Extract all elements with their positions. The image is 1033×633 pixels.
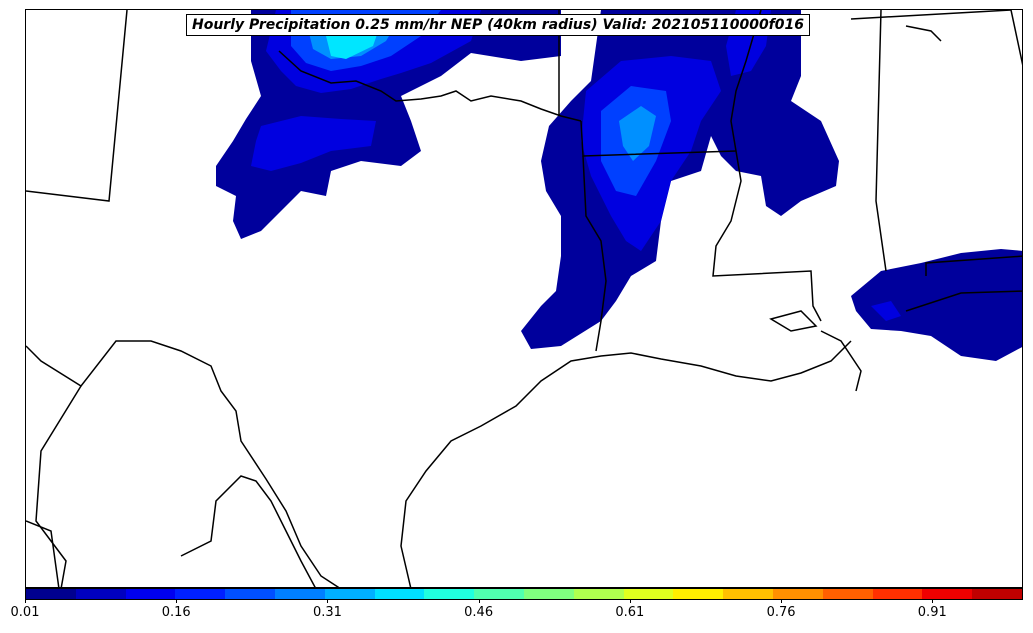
colorbar-tick-label: 0.46 [464, 605, 494, 620]
precip-level-1 [851, 249, 1022, 361]
colorbar-tick [932, 599, 934, 603]
precip-level-4 [619, 106, 656, 161]
borders [26, 10, 1022, 587]
map-title: Hourly Precipitation 0.25 mm/hr NEP (40k… [186, 14, 811, 36]
colorbar-tick [478, 599, 480, 603]
colorbar-segment [922, 589, 973, 599]
colorbar-segment [424, 589, 475, 599]
colorbar [25, 588, 1023, 600]
colorbar-tick [327, 599, 329, 603]
map-frame [25, 9, 1023, 588]
colorbar-segment [972, 589, 1022, 599]
colorbar-segment [75, 589, 126, 599]
colorbar-segment [324, 589, 375, 599]
precip-region-gulf [851, 249, 1022, 361]
colorbar-segment [374, 589, 425, 599]
colorbar-segment [225, 589, 275, 599]
colorbar-tick-label: 0.61 [615, 605, 645, 620]
colorbar-segment [772, 589, 823, 599]
colorbar-segment [125, 589, 176, 599]
colorbar-segment [523, 589, 574, 599]
precip-level-2b [251, 116, 376, 171]
colorbar-segment [474, 589, 524, 599]
colorbar-segment [175, 589, 226, 599]
colorbar-segment [723, 589, 773, 599]
colorbar-segment [26, 589, 76, 599]
colorbar-tick-label: 0.01 [10, 605, 40, 620]
colorbar-tick-label: 0.31 [312, 605, 342, 620]
precip-level-2 [871, 301, 901, 321]
colorbar-segment [872, 589, 923, 599]
colorbar-tick [176, 599, 178, 603]
map-svg [26, 10, 1022, 587]
colorbar-segment [673, 589, 724, 599]
colorbar-tick [629, 599, 631, 603]
precip-region-oklahoma [216, 10, 561, 239]
colorbar-tick-label: 0.91 [917, 605, 947, 620]
colorbar-segment [573, 589, 624, 599]
colorbar-tick [781, 599, 783, 603]
colorbar-segment [623, 589, 674, 599]
colorbar-tick-label: 0.76 [766, 605, 796, 620]
colorbar-segment [822, 589, 873, 599]
precip-region-arkansas [521, 10, 839, 349]
colorbar-segment [274, 589, 325, 599]
colorbar-tick [25, 599, 26, 603]
colorbar-tick-label: 0.16 [161, 605, 191, 620]
